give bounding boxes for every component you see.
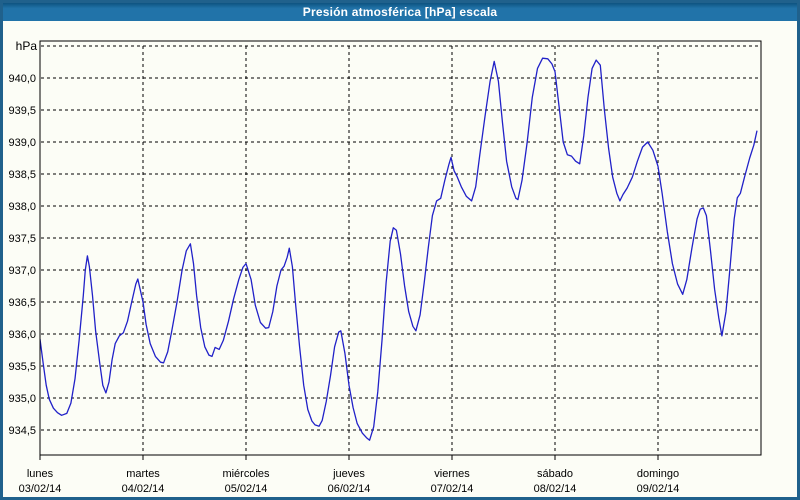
x-day-date-label: 08/02/14 [534,483,577,495]
plot-region: hPa 940,0 939,5 939,0 938,5 938,0 937,5 937,0 93… [3,21,797,497]
y-tick-label: 934,5 [8,425,36,437]
y-tick-label: 939,0 [8,137,36,149]
x-day-name-label: miércoles [222,468,270,480]
x-day-date-label: 07/02/14 [431,483,474,495]
x-day-name-label: lunes [27,468,54,480]
x-day-date-label: 06/02/14 [328,483,371,495]
chart-title: Presión atmosférica [hPa] escala [302,5,498,19]
y-tick-label: 937,0 [8,265,36,277]
y-tick-label: 936,0 [8,329,36,341]
y-tick-label: 939,5 [8,105,36,117]
y-tick-label: 938,5 [8,169,36,181]
plot-frame [39,40,762,456]
y-axis-unit-label: hPa [16,39,38,53]
x-day-name-label: viernes [434,468,470,480]
x-day-name-label: jueves [332,468,365,480]
y-tick-label: 938,0 [8,201,36,213]
x-day-date-label: 05/02/14 [225,483,268,495]
x-day-name-label: martes [126,468,160,480]
x-day-date-label: 04/02/14 [122,483,165,495]
title-bar: Presión atmosférica [hPa] escala [3,3,797,21]
x-day-name-label: sábado [537,468,573,480]
x-day-date-label: 09/02/14 [637,483,680,495]
y-tick-label: 935,0 [8,393,36,405]
x-day-name-label: domingo [637,468,679,480]
y-tick-label: 937,5 [8,233,36,245]
pressure-series-line [40,57,758,441]
pressure-chart: hPa 940,0 939,5 939,0 938,5 938,0 937,5 937,0 93… [8,39,762,495]
x-day-date-label: 03/02/14 [19,483,62,495]
y-tick-label: 935,5 [8,361,36,373]
y-tick-label: 940,0 [8,73,36,85]
y-tick-label: 936,5 [8,297,36,309]
